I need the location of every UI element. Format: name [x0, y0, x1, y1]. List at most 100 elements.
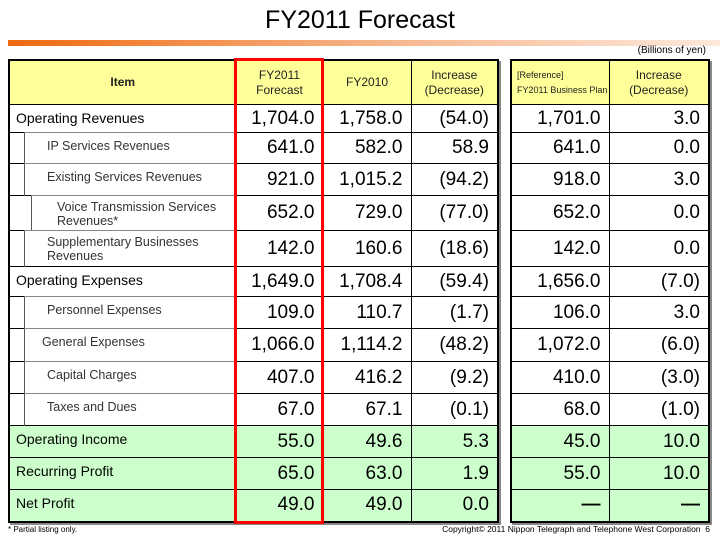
cell-increase: (77.0)	[410, 195, 499, 231]
row-label-text: General Expenses	[24, 328, 236, 362]
page-number: 6	[705, 524, 710, 534]
copyright-text: Copyright© 2011 Nippon Telegraph and Tel…	[442, 524, 701, 534]
header-reference: [Reference] FY2011 Business Plan	[510, 59, 610, 105]
cell-plan_increase: (6.0)	[608, 328, 710, 362]
table-row: — —	[510, 489, 710, 522]
header-reference-line2: FY2011 Business Plan	[517, 84, 608, 95]
cell-forecast: 921.0	[235, 163, 324, 196]
cell-plan: 68.0	[510, 393, 610, 426]
header-increase: Increase (Decrease)	[410, 59, 499, 105]
cell-fy2010: 1,708.4	[322, 266, 412, 297]
business-plan-table: [Reference] FY2011 Business Plan Increas…	[510, 59, 710, 523]
cell-plan: 55.0	[510, 457, 610, 490]
header-ref-increase-text: Increase (Decrease)	[629, 67, 689, 97]
cell-forecast: 1,649.0	[235, 266, 324, 297]
copyright: Copyright© 2011 Nippon Telegraph and Tel…	[442, 524, 710, 534]
cell-fy2010: 49.6	[322, 425, 412, 458]
table-row: 142.0 0.0	[510, 230, 710, 267]
cell-plan: 652.0	[510, 195, 610, 231]
row-label-text: Personnel Expenses	[24, 296, 236, 329]
cell-forecast: 109.0	[235, 296, 324, 329]
row-label-text: Taxes and Dues	[24, 393, 236, 426]
cell-increase: (94.2)	[410, 163, 499, 196]
cell-forecast: 65.0	[235, 457, 324, 490]
header-fy2010: FY2010	[322, 59, 412, 105]
cell-plan_increase: —	[608, 489, 710, 522]
table-row: Voice Transmission Services Revenues* 652…	[8, 195, 499, 231]
table-row: 918.0 3.0	[510, 163, 710, 196]
table-row: Capital Charges 407.0 416.2 (9.2)	[8, 361, 499, 394]
table-row: Net Profit 49.0 49.0 0.0	[8, 489, 499, 522]
cell-plan: 1,701.0	[510, 104, 610, 133]
unit-label: (Billions of yen)	[637, 45, 706, 56]
cell-forecast: 641.0	[235, 132, 324, 164]
table-row: Taxes and Dues 67.0 67.1 (0.1)	[8, 393, 499, 426]
cell-plan_increase: (3.0)	[608, 361, 710, 394]
cell-increase: 58.9	[410, 132, 499, 164]
cell-plan: 45.0	[510, 425, 610, 458]
cell-plan_increase: 3.0	[608, 104, 710, 133]
row-label-text: IP Services Revenues	[24, 132, 236, 164]
cell-plan: 142.0	[510, 230, 610, 267]
cell-increase: 5.3	[410, 425, 499, 458]
row-label: Supplementary Businesses Revenues	[8, 230, 237, 267]
cell-forecast: 1,704.0	[235, 104, 324, 133]
cell-increase: 0.0	[410, 489, 499, 522]
row-label: Capital Charges	[8, 361, 237, 394]
cell-plan_increase: 10.0	[608, 425, 710, 458]
table-row: Operating Revenues 1,704.0 1,758.0 (54.0)	[8, 104, 499, 133]
row-label: Net Profit	[8, 489, 237, 522]
page-title: FY2011 Forecast	[265, 6, 455, 34]
cell-plan_increase: 3.0	[608, 296, 710, 329]
cell-fy2010: 416.2	[322, 361, 412, 394]
title-underline-bar	[8, 40, 720, 46]
row-label-text: Supplementary Businesses Revenues	[24, 230, 236, 267]
table-row: Existing Services Revenues 921.0 1,015.2 (9…	[8, 163, 499, 196]
cell-increase: 1.9	[410, 457, 499, 490]
header-ref-increase: Increase (Decrease)	[608, 59, 710, 105]
header-item: Item	[8, 59, 237, 105]
row-label: Operating Income	[8, 425, 237, 458]
cell-plan: 106.0	[510, 296, 610, 329]
row-label: Existing Services Revenues	[8, 163, 237, 196]
table-row: 106.0 3.0	[510, 296, 710, 329]
cell-plan_increase: 3.0	[608, 163, 710, 196]
table-row: General Expenses 1,066.0 1,114.2 (48.2)	[8, 328, 499, 362]
cell-forecast: 142.0	[235, 230, 324, 267]
header-row: Item FY2011 Forecast FY2010 Increase (De…	[8, 59, 499, 105]
cell-plan_increase: 0.0	[608, 230, 710, 267]
cell-plan: 641.0	[510, 132, 610, 164]
row-label: Voice Transmission Services Revenues*	[8, 195, 237, 231]
header-forecast: FY2011 Forecast	[235, 59, 324, 105]
row-label: Taxes and Dues	[8, 393, 237, 426]
table-row: 68.0 (1.0)	[510, 393, 710, 426]
cell-fy2010: 582.0	[322, 132, 412, 164]
cell-fy2010: 63.0	[322, 457, 412, 490]
cell-plan_increase: 0.0	[608, 132, 710, 164]
table-row: 55.0 10.0	[510, 457, 710, 490]
table-row: Operating Income 55.0 49.6 5.3	[8, 425, 499, 458]
row-label: Operating Revenues	[8, 104, 237, 133]
cell-forecast: 67.0	[235, 393, 324, 426]
cell-plan_increase: 10.0	[608, 457, 710, 490]
cell-plan: 1,072.0	[510, 328, 610, 362]
cell-increase: (54.0)	[410, 104, 499, 133]
cell-fy2010: 110.7	[322, 296, 412, 329]
cell-forecast: 652.0	[235, 195, 324, 231]
row-label-text: Capital Charges	[24, 361, 236, 394]
header-forecast-text: FY2011 Forecast	[256, 67, 303, 97]
row-label: General Expenses	[8, 328, 237, 362]
table-row: 410.0 (3.0)	[510, 361, 710, 394]
cell-fy2010: 49.0	[322, 489, 412, 522]
row-label: Operating Expenses	[8, 266, 237, 297]
row-label: Personnel Expenses	[8, 296, 237, 329]
cell-plan_increase: 0.0	[608, 195, 710, 231]
cell-fy2010: 160.6	[322, 230, 412, 267]
row-label: Recurring Profit	[8, 457, 237, 490]
cell-forecast: 55.0	[235, 425, 324, 458]
cell-fy2010: 67.1	[322, 393, 412, 426]
header-reference-line1: [Reference]	[517, 69, 564, 80]
cell-increase: (0.1)	[410, 393, 499, 426]
cell-plan: —	[510, 489, 610, 522]
cell-plan: 1,656.0	[510, 266, 610, 297]
